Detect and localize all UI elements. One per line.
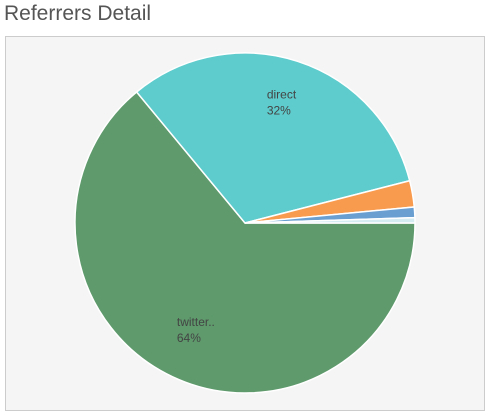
- chart-title: Referrers Detail: [4, 2, 152, 25]
- slice-label: twitter..: [177, 315, 215, 329]
- pie-slice: [74, 90, 416, 394]
- slice-value: 64%: [177, 331, 201, 345]
- slice-value: 32%: [267, 104, 291, 118]
- pie-slice: [244, 216, 416, 224]
- slice-label: direct: [267, 88, 297, 102]
- pie-slice: [135, 52, 411, 224]
